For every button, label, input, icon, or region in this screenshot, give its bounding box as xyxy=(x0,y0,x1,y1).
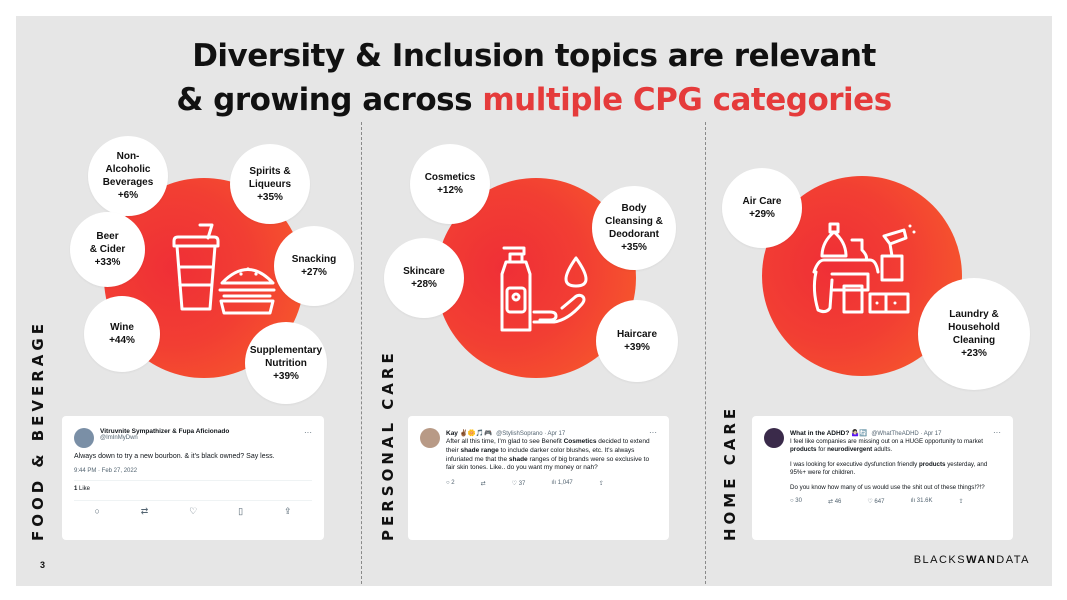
tweet-actions: ○ 2 ⇄ ♡ 37 ılı 1,047 ⇪ xyxy=(446,480,657,487)
bubble-label: Snacking xyxy=(291,254,337,265)
tweet-paragraph: I was looking for executive dysfunction … xyxy=(790,460,988,477)
section-label-personal-care: PERSONAL CARE xyxy=(379,349,397,541)
slide: Diversity & Inclusion topics are relevan… xyxy=(16,16,1052,586)
drink-burger-icon xyxy=(172,223,276,315)
tweet-text: Always down to try a new bourbon. & it's… xyxy=(74,453,275,460)
bubble-value: +23% xyxy=(961,348,987,359)
bubble-label: Haircare xyxy=(616,329,658,340)
bubble-beer-cider: Beer & Cider +33% xyxy=(70,212,145,287)
title-line-2-black: & growing across xyxy=(176,82,473,118)
reply-button[interactable]: ○ 2 xyxy=(446,480,455,487)
bubble-value: +35% xyxy=(257,191,283,203)
bubble-label: Spirits & Liqueurs xyxy=(248,165,292,190)
brand-logo: BLACKSWANDATA xyxy=(913,554,1030,566)
more-icon[interactable]: ··· xyxy=(649,428,657,437)
bubble-label: Supplementary Nutrition xyxy=(249,344,323,369)
reply-button[interactable]: ○ 30 xyxy=(790,498,802,505)
bubble-label: Beer & Cider xyxy=(89,231,126,255)
bookmark-icon[interactable]: ▯ xyxy=(238,505,244,516)
cleaning-supplies-icon xyxy=(812,222,916,314)
like-button[interactable]: ♡ 37 xyxy=(511,481,526,488)
tweet-header: What in the ADHD? 🤷🏻‍♀️🔄 @WhatTheADHD · … xyxy=(764,428,1001,505)
slide-title: Diversity & Inclusion topics are relevan… xyxy=(16,34,1052,122)
tweet-text: I feel like companies are missing out on… xyxy=(790,438,1001,492)
bubble-label: Body Cleansing & Deodorant xyxy=(605,203,663,240)
bubble-value: +33% xyxy=(94,257,121,268)
bubble-air-care: Air Care +29% xyxy=(722,168,802,248)
tweet-author-handle: @WhatTheADHD · Apr 17 xyxy=(871,431,942,437)
tweet-card-food[interactable]: Vitruvnite Sympathizer & Fupa Aficionado… xyxy=(62,416,324,540)
bubble-spirits-liqueurs: Spirits & Liqueurs +35% xyxy=(230,144,310,224)
retweet-button[interactable]: ⇄ xyxy=(480,481,486,488)
soap-hand-icon xyxy=(500,246,588,332)
tweet-likes: 1 Like xyxy=(74,479,312,492)
avatar xyxy=(764,428,784,448)
section-divider xyxy=(361,122,362,584)
bubble-value: +28% xyxy=(411,279,437,290)
tweet-author-name: What in the ADHD? 🤷🏻‍♀️🔄 xyxy=(790,430,868,437)
bubble-value: +39% xyxy=(624,342,650,353)
tweet-author-handle: @StylishSoprano · Apr 17 xyxy=(496,431,566,437)
title-line-1: Diversity & Inclusion topics are relevan… xyxy=(192,38,876,74)
bubble-supplementary-nutrition: Supplementary Nutrition +39% xyxy=(245,322,327,404)
more-icon[interactable]: ··· xyxy=(993,428,1001,437)
likes-count: 1 xyxy=(74,485,78,492)
bubble-label: Wine xyxy=(110,322,134,333)
bubble-body-cleansing-deodorant: Body Cleansing & Deodorant +35% xyxy=(592,186,676,270)
reply-icon[interactable]: ○ xyxy=(94,505,100,516)
page-number: 3 xyxy=(40,560,46,570)
bubble-value: +29% xyxy=(749,209,775,220)
tweet-author-handle: @ImInMyDwn xyxy=(100,435,138,441)
tweet-card-personal[interactable]: Kay ✌🏾🌼🎵🎮 @StylishSoprano · Apr 17 ··· A… xyxy=(408,416,669,540)
views-button[interactable]: ılı 31.6K xyxy=(910,498,933,505)
tweet-paragraph: I feel like companies are missing out on… xyxy=(790,438,983,454)
bubble-value: +35% xyxy=(621,242,647,253)
tweet-header: Vitruvnite Sympathizer & Fupa Aficionado… xyxy=(74,428,312,448)
bubble-value: +27% xyxy=(301,267,327,278)
tweet-actions: ○ ⇄ ♡ ▯ ⇪ xyxy=(74,499,312,517)
bubble-skincare: Skincare +28% xyxy=(384,238,464,318)
tweet-author-name: Vitruvnite Sympathizer & Fupa Aficionado xyxy=(100,428,230,435)
bubble-cosmetics: Cosmetics +12% xyxy=(410,144,490,224)
tweet-card-home[interactable]: What in the ADHD? 🤷🏻‍♀️🔄 @WhatTheADHD · … xyxy=(752,416,1013,540)
likes-label: Like xyxy=(79,485,91,492)
bubble-label: Skincare xyxy=(403,266,445,277)
share-icon[interactable]: ⇪ xyxy=(283,505,292,516)
title-line-2: & growing across multiple CPG categories xyxy=(16,78,1052,122)
bubble-value: +6% xyxy=(117,190,139,201)
tweet-timestamp[interactable]: 9:44 PM · Feb 27, 2022 xyxy=(74,467,138,474)
section-divider xyxy=(705,122,706,584)
bubble-laundry-household-cleaning: Laundry & Household Cleaning +23% xyxy=(918,278,1030,390)
bubble-wine: Wine +44% xyxy=(84,296,160,372)
tweet-paragraph: Do you know how many of us would use the… xyxy=(790,483,985,491)
section-label-food-beverage: FOOD & BEVERAGE xyxy=(29,320,47,541)
retweet-button[interactable]: ⇄ 46 xyxy=(827,499,842,506)
tweet-author-name: Kay ✌🏾🌼🎵🎮 xyxy=(446,430,493,437)
avatar xyxy=(420,428,440,448)
more-icon[interactable]: ··· xyxy=(304,428,312,437)
retweet-icon[interactable]: ⇄ xyxy=(140,505,149,516)
bubble-snacking: Snacking +27% xyxy=(274,226,354,306)
bubble-value: +44% xyxy=(109,335,135,346)
tweet-actions: ○ 30 ⇄ 46 ♡ 647 ılı 31.6K ⇪ xyxy=(790,498,1001,505)
title-line-2-accent: multiple CPG categories xyxy=(482,82,892,118)
section-label-home-care: HOME CARE xyxy=(721,404,739,541)
tweet-header: Kay ✌🏾🌼🎵🎮 @StylishSoprano · Apr 17 ··· A… xyxy=(420,428,657,487)
bubble-haircare: Haircare +39% xyxy=(596,300,678,382)
bubble-label: Air Care xyxy=(742,196,782,207)
views-button[interactable]: ılı 1,047 xyxy=(551,480,573,487)
bubble-value: +12% xyxy=(437,185,463,196)
bubble-label: Laundry & Household Cleaning xyxy=(948,309,1000,346)
share-icon[interactable]: ⇪ xyxy=(598,481,604,488)
like-icon[interactable]: ♡ xyxy=(189,505,198,516)
bubble-non-alcoholic-beverages: Non- Alcoholic Beverages +6% xyxy=(88,136,168,216)
tweet-text: After all this time, I'm glad to see Ben… xyxy=(446,438,650,472)
bubble-value: +39% xyxy=(273,370,299,382)
bubble-label: Non- Alcoholic Beverages xyxy=(102,151,154,188)
share-icon[interactable]: ⇪ xyxy=(958,499,964,506)
bubble-label: Cosmetics xyxy=(424,172,476,183)
avatar xyxy=(74,428,94,448)
like-button[interactable]: ♡ 647 xyxy=(867,499,885,506)
